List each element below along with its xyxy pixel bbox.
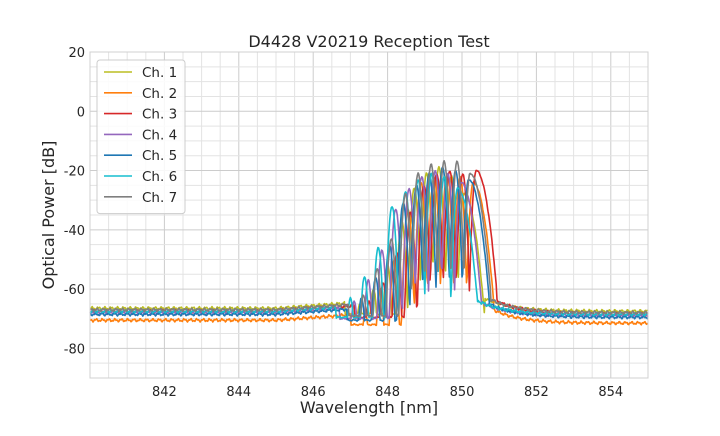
legend-label: Ch. 5 <box>142 148 177 164</box>
legend-label: Ch. 6 <box>142 169 177 185</box>
x-axis-label: Wavelength [nm] <box>300 398 438 417</box>
series-line <box>89 160 649 318</box>
series-line <box>89 173 649 327</box>
x-tick-label: 844 <box>226 385 251 400</box>
legend-label: Ch. 7 <box>142 190 177 206</box>
y-tick-label: -60 <box>64 283 85 298</box>
legend-label: Ch. 1 <box>142 65 177 81</box>
legend-label: Ch. 3 <box>142 107 177 123</box>
y-tick-label: -40 <box>64 224 85 239</box>
y-axis-label: Optical Power [dB] <box>39 141 58 290</box>
x-tick-label: 848 <box>375 385 400 400</box>
x-tick-label: 846 <box>301 385 326 400</box>
y-tick-label: 20 <box>68 46 85 61</box>
chart-title: D4428 V20219 Reception Test <box>248 32 489 51</box>
legend-label: Ch. 2 <box>142 86 177 102</box>
plot-frame <box>89 51 649 379</box>
tick-labels: 842 844 846 848 850 852 854 -80 -60 -40 -20 0 20 <box>64 46 623 400</box>
x-tick-label: 842 <box>152 385 177 400</box>
y-tick-label: 0 <box>77 105 85 120</box>
legend: Ch. 1 Ch. 2 Ch. 3 Ch. 4 Ch. 5 Ch. 6 Ch. 7 <box>96 59 186 215</box>
x-tick-label: 850 <box>450 385 475 400</box>
x-tick-label: 854 <box>598 385 623 400</box>
legend-label: Ch. 4 <box>142 127 177 143</box>
x-tick-label: 852 <box>524 385 549 400</box>
y-tick-label: -80 <box>64 342 85 357</box>
series-lines <box>89 160 649 327</box>
y-tick-label: -20 <box>64 165 85 180</box>
